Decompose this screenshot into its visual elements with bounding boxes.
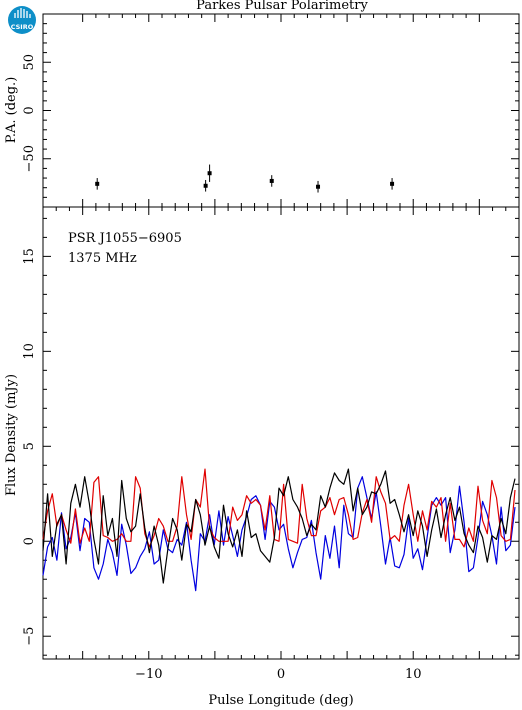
flux-y-tick-label: −5: [22, 627, 37, 646]
pa-axis-label: P.A. (deg.): [4, 77, 19, 144]
pa-point: [316, 180, 321, 193]
flux-y-tick-label: 0: [22, 537, 37, 545]
csiro-logo: CSIRO: [8, 6, 36, 34]
pa-y-tick-label: 0: [22, 106, 37, 114]
pa-data-points: [95, 164, 395, 193]
pulsar-name-annotation: PSR J1055−6905: [68, 231, 182, 246]
pa-point: [203, 179, 208, 192]
pa-panel: −50 0 50 P.A. (deg.): [4, 13, 520, 208]
flux-axis-label: Flux Density (mJy): [4, 374, 19, 496]
flux-series-group: [42, 468, 516, 592]
flux-y-tick-label: 5: [22, 442, 37, 450]
pa-y-tick-label: 50: [22, 54, 37, 71]
circular-polarization-line: [42, 476, 516, 592]
pa-point: [269, 175, 274, 187]
flux-axis-ticks: [42, 207, 520, 659]
pa-point: [95, 178, 100, 190]
x-axis-label: Pulse Longitude (deg): [208, 693, 353, 708]
flux-y-tick-label: 10: [22, 343, 37, 360]
flux-x-tick-label: 0: [277, 667, 285, 682]
pa-panel-frame: [42, 13, 520, 208]
flux-x-tick-label: −10: [135, 667, 162, 682]
pa-point: [207, 164, 212, 182]
linear-polarization-line: [42, 468, 516, 548]
flux-x-tick-label: 10: [405, 667, 422, 682]
frequency-annotation: 1375 MHz: [68, 251, 137, 266]
pa-axis-ticks: [43, 13, 519, 208]
pa-point: [390, 178, 395, 190]
total-intensity-line: [42, 468, 516, 584]
logo-text: CSIRO: [11, 23, 34, 31]
flux-panel: −5 0 5 10 15 −10 0 10 PSR J1055−6905 1375 MHz F…: [4, 206, 520, 708]
pa-y-tick-label: −50: [22, 145, 37, 172]
figure-title: Parkes Pulsar Polarimetry: [196, 0, 368, 13]
flux-y-tick-label: 15: [22, 248, 37, 265]
pa-axis-tick-labels: −50 0 50: [22, 54, 37, 172]
flux-axis-tick-labels: −5 0 5 10 15 −10 0 10: [22, 248, 421, 682]
flux-panel-frame: [42, 206, 520, 660]
